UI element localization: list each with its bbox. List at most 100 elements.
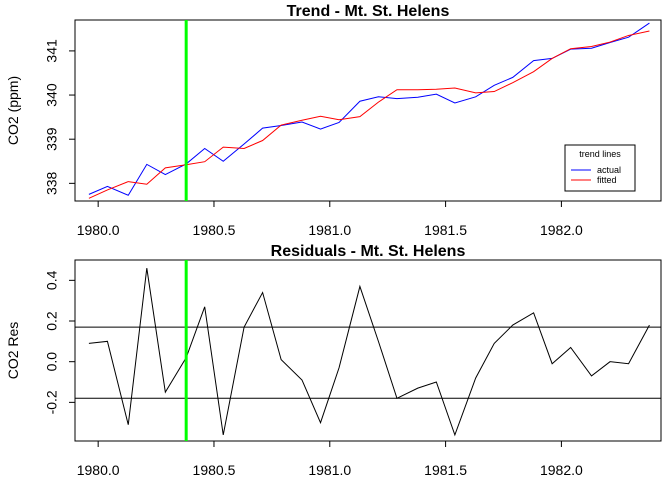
y-axis-label: CO2 Res <box>5 322 21 380</box>
data-point <box>378 102 379 103</box>
x-tick-label: 1981.5 <box>424 462 467 478</box>
data-point <box>281 124 282 125</box>
data-point <box>338 119 339 120</box>
data-point <box>396 89 397 90</box>
data-point <box>417 97 418 98</box>
data-point <box>128 195 129 196</box>
y-tick-label: 341 <box>44 39 60 63</box>
data-point <box>204 161 205 162</box>
data-point <box>628 37 629 38</box>
data-point <box>649 324 650 325</box>
data-point <box>609 361 610 362</box>
data-point <box>146 164 147 165</box>
data-point <box>436 381 437 382</box>
data-point <box>649 30 650 31</box>
data-point <box>223 434 224 435</box>
x-tick-label: 1980.5 <box>193 222 236 238</box>
y-tick-label: 0.0 <box>44 352 60 372</box>
data-point <box>107 189 108 190</box>
data-point <box>88 198 89 199</box>
data-point <box>262 292 263 293</box>
data-point <box>359 116 360 117</box>
plot-frame <box>74 259 662 442</box>
y-tick-label: -0.2 <box>44 390 60 414</box>
data-point <box>378 96 379 97</box>
data-point <box>609 41 610 42</box>
y-tick-label: 0.4 <box>44 270 60 290</box>
data-point <box>454 87 455 88</box>
x-tick-label: 1982.0 <box>540 462 583 478</box>
y-tick-label: 0.2 <box>44 311 60 331</box>
data-point <box>552 363 553 364</box>
data-point <box>512 82 513 83</box>
legend-title: trend lines <box>579 149 621 159</box>
data-point <box>165 167 166 168</box>
legend-label: actual <box>597 165 621 175</box>
data-point <box>107 341 108 342</box>
data-point <box>223 147 224 148</box>
data-point <box>204 148 205 149</box>
chart-panel-residuals: Residuals - Mt. St. Helens CO2 Res 1980.0 1… <box>5 243 662 478</box>
data-point <box>262 140 263 141</box>
x-tick-label: 1982.0 <box>540 222 583 238</box>
x-tick-label: 1981.0 <box>308 222 351 238</box>
data-point <box>338 367 339 368</box>
data-point <box>338 122 339 123</box>
data-point <box>281 359 282 360</box>
data-point <box>223 161 224 162</box>
data-point <box>165 392 166 393</box>
chart-title: Residuals - Mt. St. Helens <box>271 243 466 260</box>
data-point <box>301 379 302 380</box>
data-point <box>628 35 629 36</box>
x-tick-label: 1981.5 <box>424 222 467 238</box>
data-point <box>396 98 397 99</box>
data-point <box>475 92 476 93</box>
y-tick-label: 339 <box>44 127 60 151</box>
y-tick-label: 338 <box>44 171 60 195</box>
data-point <box>570 48 571 49</box>
chart-title: Trend - Mt. St. Helens <box>287 3 450 20</box>
data-point <box>512 77 513 78</box>
data-point <box>475 96 476 97</box>
data-point <box>262 128 263 129</box>
data-point <box>628 363 629 364</box>
legend-box <box>564 144 636 192</box>
data-point <box>243 327 244 328</box>
data-point <box>165 174 166 175</box>
data-point <box>378 341 379 342</box>
data-point <box>494 85 495 86</box>
data-point <box>454 434 455 435</box>
data-point <box>320 116 321 117</box>
data-point <box>533 60 534 61</box>
data-point <box>591 375 592 376</box>
data-point <box>320 422 321 423</box>
x-tick-label: 1980.0 <box>77 462 120 478</box>
data-point <box>533 312 534 313</box>
x-tick-label: 1980.0 <box>77 222 120 238</box>
data-point <box>204 306 205 307</box>
series-line-fitted <box>88 30 650 199</box>
y-tick-label: 340 <box>44 83 60 107</box>
data-point <box>301 121 302 122</box>
data-point <box>128 424 129 425</box>
data-point <box>320 128 321 129</box>
data-point <box>417 89 418 90</box>
data-point <box>128 181 129 182</box>
data-point <box>243 143 244 144</box>
data-point <box>107 186 108 187</box>
data-point <box>591 48 592 49</box>
series-line-residual <box>88 268 650 437</box>
data-point <box>570 347 571 348</box>
data-point <box>301 120 302 121</box>
y-axis-label: CO2 (ppm) <box>5 76 21 145</box>
plot-frame <box>74 19 662 202</box>
data-point <box>359 286 360 287</box>
x-tick-label: 1980.5 <box>193 462 236 478</box>
data-point <box>88 194 89 195</box>
data-point <box>88 343 89 344</box>
data-point <box>512 324 513 325</box>
data-point <box>494 91 495 92</box>
